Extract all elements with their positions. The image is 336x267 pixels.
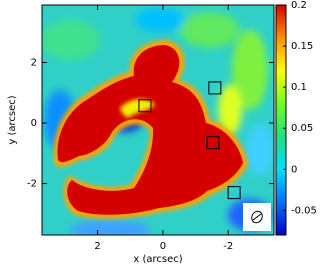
y-tick-label: -2 [27, 179, 37, 190]
colorbar-tick-label: 0.1 [291, 82, 307, 93]
beam-line [252, 213, 262, 221]
box-marker [138, 99, 152, 113]
x-tick-label: 2 [94, 241, 100, 252]
colorbar-tick-label: 0 [291, 164, 297, 175]
x-tick-label: -2 [223, 241, 233, 252]
colorbar-tick-label: 0.05 [291, 123, 313, 134]
y-tick-label: 0 [31, 118, 37, 129]
colorbar-tick-label: 0.15 [291, 41, 313, 52]
colorbar-tick-label: -0.05 [291, 205, 317, 216]
colorbar-tick-label: 0.2 [291, 0, 307, 11]
x-axis-label: x (arcsec) [133, 254, 182, 265]
box-marker [227, 186, 241, 200]
colorbar [275, 4, 287, 236]
x-tick-label: 0 [160, 241, 166, 252]
y-tick-label: 2 [31, 58, 37, 69]
box-marker [206, 136, 220, 150]
box-marker [208, 81, 222, 95]
plot-frame [41, 4, 275, 236]
y-axis-label: y (arcsec) [7, 95, 18, 144]
map-image [42, 5, 274, 235]
beam [251, 210, 263, 224]
